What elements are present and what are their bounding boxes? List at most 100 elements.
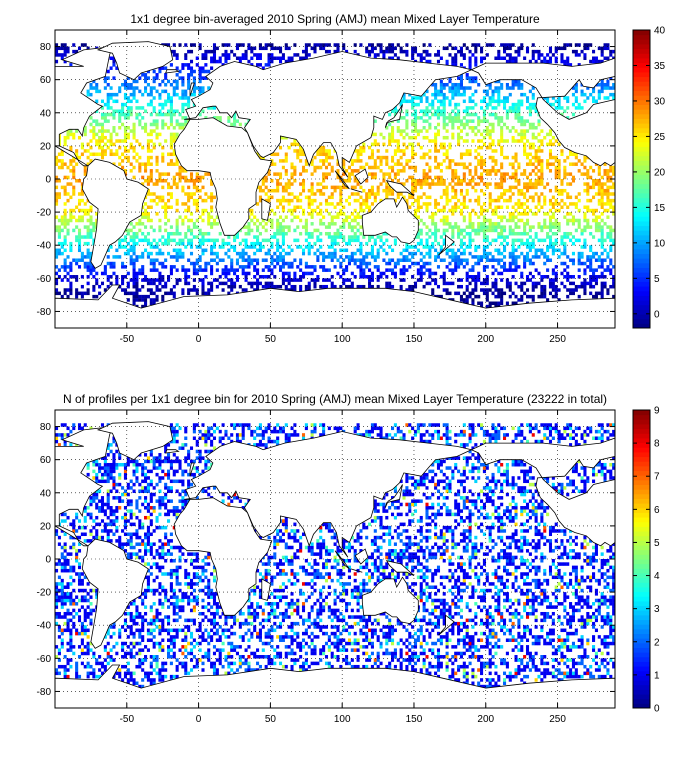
data-cell bbox=[494, 86, 498, 90]
data-cell bbox=[525, 152, 530, 157]
data-cell bbox=[184, 275, 188, 279]
data-cell bbox=[508, 92, 512, 97]
data-cell bbox=[385, 231, 389, 236]
data-cell bbox=[445, 251, 449, 256]
data-cell bbox=[505, 43, 509, 47]
data-cell bbox=[123, 92, 127, 97]
data-cell bbox=[580, 284, 584, 289]
data-cell bbox=[210, 251, 214, 256]
data-cell bbox=[589, 185, 593, 190]
data-cell bbox=[304, 53, 308, 57]
data-cell bbox=[491, 126, 495, 130]
data-cell bbox=[327, 278, 331, 282]
data-cell bbox=[126, 96, 130, 100]
data-cell bbox=[413, 135, 418, 140]
data-cell bbox=[138, 255, 142, 259]
data-cell bbox=[425, 231, 429, 236]
data-cell bbox=[350, 172, 354, 176]
data-cell bbox=[531, 43, 535, 47]
data-cell bbox=[465, 132, 469, 137]
data-cell bbox=[557, 255, 561, 259]
data-cell bbox=[178, 96, 182, 100]
data-cell bbox=[279, 215, 283, 219]
data-cell bbox=[167, 291, 171, 296]
data-cell bbox=[413, 96, 418, 100]
data-cell bbox=[55, 291, 59, 296]
data-cell bbox=[287, 281, 291, 286]
data-cell bbox=[115, 149, 119, 153]
data-cell bbox=[554, 238, 558, 243]
data-cell bbox=[155, 288, 159, 292]
data-cell bbox=[405, 241, 409, 246]
data-cell bbox=[258, 53, 262, 57]
data-cell bbox=[195, 198, 199, 203]
data-cell bbox=[505, 139, 509, 143]
data-cell bbox=[391, 188, 395, 193]
data-cell bbox=[525, 185, 530, 190]
data-cell bbox=[362, 255, 366, 259]
data-cell bbox=[198, 89, 202, 94]
data-cell bbox=[454, 82, 458, 87]
data-cell bbox=[583, 291, 587, 296]
data-cell bbox=[500, 271, 504, 276]
data-cell bbox=[488, 225, 492, 229]
data-cell bbox=[310, 231, 314, 236]
data-cell bbox=[577, 169, 581, 173]
data-cell bbox=[557, 225, 561, 229]
data-cell bbox=[419, 238, 423, 243]
data-cell bbox=[451, 225, 455, 229]
data-cell bbox=[520, 86, 524, 90]
data-cell bbox=[569, 218, 573, 223]
data-cell bbox=[517, 179, 521, 183]
data-cell bbox=[164, 291, 168, 296]
data-cell bbox=[540, 169, 544, 173]
data-cell bbox=[457, 261, 461, 266]
data-cell bbox=[57, 192, 61, 196]
data-cell bbox=[517, 212, 521, 216]
data-cell bbox=[462, 265, 466, 269]
data-cell bbox=[141, 212, 145, 216]
data-cell bbox=[517, 245, 521, 249]
data-cell bbox=[155, 278, 159, 282]
data-cell bbox=[187, 198, 191, 203]
data-cell bbox=[100, 281, 105, 286]
data-cell bbox=[175, 228, 179, 233]
data-cell bbox=[152, 265, 156, 269]
data-cell bbox=[594, 215, 598, 219]
data-cell bbox=[422, 172, 426, 176]
data-cell bbox=[445, 228, 449, 233]
colorbar-segment bbox=[633, 286, 650, 292]
data-cell bbox=[508, 288, 512, 292]
data-cell bbox=[290, 261, 294, 266]
data-cell bbox=[281, 53, 285, 57]
data-cell bbox=[511, 301, 515, 306]
data-cell bbox=[146, 179, 150, 183]
data-cell bbox=[164, 668, 168, 672]
data-cell bbox=[198, 265, 202, 269]
data-cell bbox=[612, 86, 616, 90]
data-cell bbox=[477, 301, 481, 306]
data-cell bbox=[149, 169, 153, 173]
colorbar-frame bbox=[632, 29, 651, 329]
data-cell bbox=[445, 198, 449, 203]
data-cell bbox=[350, 225, 354, 229]
data-cell bbox=[144, 248, 148, 253]
data-cell bbox=[589, 671, 593, 676]
data-cell bbox=[448, 99, 452, 104]
data-cell bbox=[327, 235, 331, 239]
data-cell bbox=[95, 82, 99, 87]
data-cell bbox=[187, 288, 191, 292]
data-cell bbox=[342, 268, 346, 272]
data-cell bbox=[362, 208, 366, 213]
data-cell bbox=[86, 162, 90, 166]
data-cell bbox=[434, 231, 438, 236]
data-cell bbox=[77, 198, 82, 203]
data-cell bbox=[388, 142, 392, 147]
data-cell bbox=[95, 294, 99, 299]
data-cell bbox=[296, 155, 300, 160]
data-cell bbox=[436, 294, 441, 299]
data-cell bbox=[508, 185, 512, 190]
data-cell bbox=[548, 152, 553, 157]
data-cell bbox=[322, 46, 326, 51]
data-cell bbox=[129, 674, 133, 679]
